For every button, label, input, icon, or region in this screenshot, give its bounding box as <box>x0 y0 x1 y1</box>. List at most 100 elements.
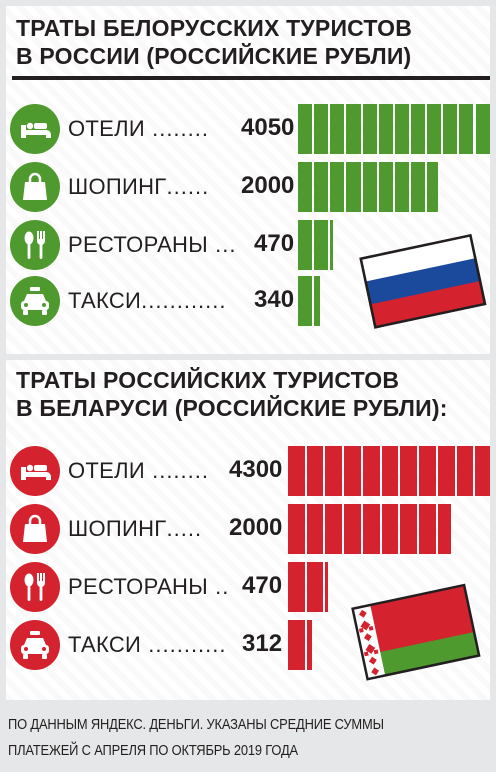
bed-icon <box>10 104 60 154</box>
bar-segment <box>330 220 334 270</box>
fork-spoon-icon <box>10 220 60 270</box>
bar-segment <box>394 162 409 212</box>
chart-belarusian-tourists: ТРАТЫ БЕЛОРУССКИХ ТУРИСТОВ В РОССИИ (РОС… <box>6 6 490 354</box>
dot-leader: ........... <box>141 632 227 657</box>
category-label: ОТЕЛИ ........ <box>68 456 209 486</box>
dot-leader: ........ <box>144 116 209 141</box>
dot-leader: ...... <box>166 174 210 199</box>
data-label: 470 <box>242 572 283 599</box>
category-name: ШОПИНГ <box>68 174 167 199</box>
bar-segment <box>314 276 321 326</box>
bar-segment <box>344 446 361 496</box>
bar-segment <box>378 162 393 212</box>
category-name: ОТЕЛИ <box>68 458 145 483</box>
bar-segment <box>346 104 361 154</box>
bar-segment <box>456 446 474 496</box>
bar-row: РЕСТОРАНЫ ... 470 <box>6 218 490 274</box>
bar-segment <box>362 446 380 496</box>
bar-segment <box>306 620 312 670</box>
bar-segment <box>288 504 305 554</box>
source-footer: ПО ДАННЫМ ЯНДЕКС. ДЕНЬГИ. УКАЗАНЫ СРЕДНИ… <box>0 704 496 772</box>
bar-segment <box>330 104 345 154</box>
dot-leader: ........ <box>144 458 209 483</box>
bar-segment <box>298 104 313 154</box>
bar-segment <box>288 446 305 496</box>
bar-segment <box>400 504 418 554</box>
bar-segment <box>427 162 438 212</box>
bar-segment <box>410 104 426 154</box>
bar-segment <box>381 446 399 496</box>
category-label: ШОПИНГ...... <box>68 172 209 202</box>
data-label: 340 <box>254 286 295 313</box>
source-note: ПО ДАННЫМ ЯНДЕКС. ДЕНЬГИ. УКАЗАНЫ СРЕДНИ… <box>8 716 384 759</box>
category-name: РЕСТОРАНЫ <box>68 574 209 599</box>
belarus-flag <box>351 583 481 681</box>
data-label: 312 <box>242 630 283 657</box>
data-label: 2000 <box>229 514 283 541</box>
chart-title: ТРАТЫ БЕЛОРУССКИХ ТУРИСТОВ В РОССИИ (РОС… <box>16 15 412 69</box>
bar-segment <box>298 162 313 212</box>
bar-row: ОТЕЛИ ........ 4300 <box>6 444 490 500</box>
bar-segment <box>419 504 436 554</box>
category-name: РЕСТОРАНЫ <box>68 232 209 257</box>
bar-segment <box>378 104 393 154</box>
bar-segment <box>400 446 418 496</box>
category-name: ТАКСИ <box>68 632 142 657</box>
category-label: ТАКСИ ........... <box>68 630 227 660</box>
bar-row: ТАКСИ ........... 312 <box>6 618 490 674</box>
dot-leader: ... <box>208 232 237 257</box>
bar-segment <box>288 562 305 612</box>
taxi-icon <box>10 276 60 326</box>
category-name: ТАКСИ <box>68 288 142 313</box>
bar-row: ШОПИНГ..... 2000 <box>6 502 490 558</box>
dot-leader: .. <box>208 574 230 599</box>
data-label: 2000 <box>241 172 295 199</box>
bar-segment <box>325 562 329 612</box>
title-underline <box>12 76 490 80</box>
bed-icon <box>10 446 60 496</box>
bar-segment <box>475 104 490 154</box>
bar-segment <box>437 504 451 554</box>
bar-segment <box>410 162 426 212</box>
bar-segment <box>381 504 399 554</box>
bar-segment <box>344 504 361 554</box>
data-label: 4300 <box>229 456 283 483</box>
dot-leader: ..... <box>166 516 203 541</box>
bar-segment <box>459 104 474 154</box>
bar-segment <box>475 446 490 496</box>
bar-segment <box>298 276 313 326</box>
bar-segment <box>314 162 329 212</box>
category-name: ОТЕЛИ <box>68 116 145 141</box>
bar-segment <box>427 104 442 154</box>
bar-segment <box>362 504 380 554</box>
bar-segment <box>394 104 409 154</box>
bar-segment <box>314 220 329 270</box>
russia-flag <box>359 233 487 329</box>
chart-title: ТРАТЫ РОССИЙСКИХ ТУРИСТОВ В БЕЛАРУСИ (РО… <box>16 367 448 421</box>
shopping-bag-icon <box>10 162 60 212</box>
bar-segment <box>306 562 324 612</box>
category-label: ОТЕЛИ ........ <box>68 114 209 144</box>
bar-segment <box>362 162 377 212</box>
category-label: ШОПИНГ..... <box>68 514 202 544</box>
bar-row: ШОПИНГ...... 2000 <box>6 160 490 216</box>
bar-segment <box>437 446 455 496</box>
bar-segment <box>314 104 329 154</box>
bar-row: РЕСТОРАНЫ .. 470 <box>6 560 490 616</box>
data-label: 4050 <box>241 114 295 141</box>
bar-segment <box>419 446 436 496</box>
bar-row: ТАКСИ............ 340 <box>6 274 490 330</box>
bar-segment <box>443 104 458 154</box>
category-label: ТАКСИ............ <box>68 286 227 316</box>
shopping-bag-icon <box>10 504 60 554</box>
bar-segment <box>325 504 343 554</box>
bar-segment <box>288 620 305 670</box>
fork-spoon-icon <box>10 562 60 612</box>
bar-segment <box>362 104 377 154</box>
bar-segment <box>325 446 343 496</box>
taxi-icon <box>10 620 60 670</box>
bar-segment <box>346 162 361 212</box>
dot-leader: ............ <box>141 288 227 313</box>
bar-row: ОТЕЛИ ........ 4050 <box>6 102 490 158</box>
category-label: РЕСТОРАНЫ .. <box>68 572 229 602</box>
